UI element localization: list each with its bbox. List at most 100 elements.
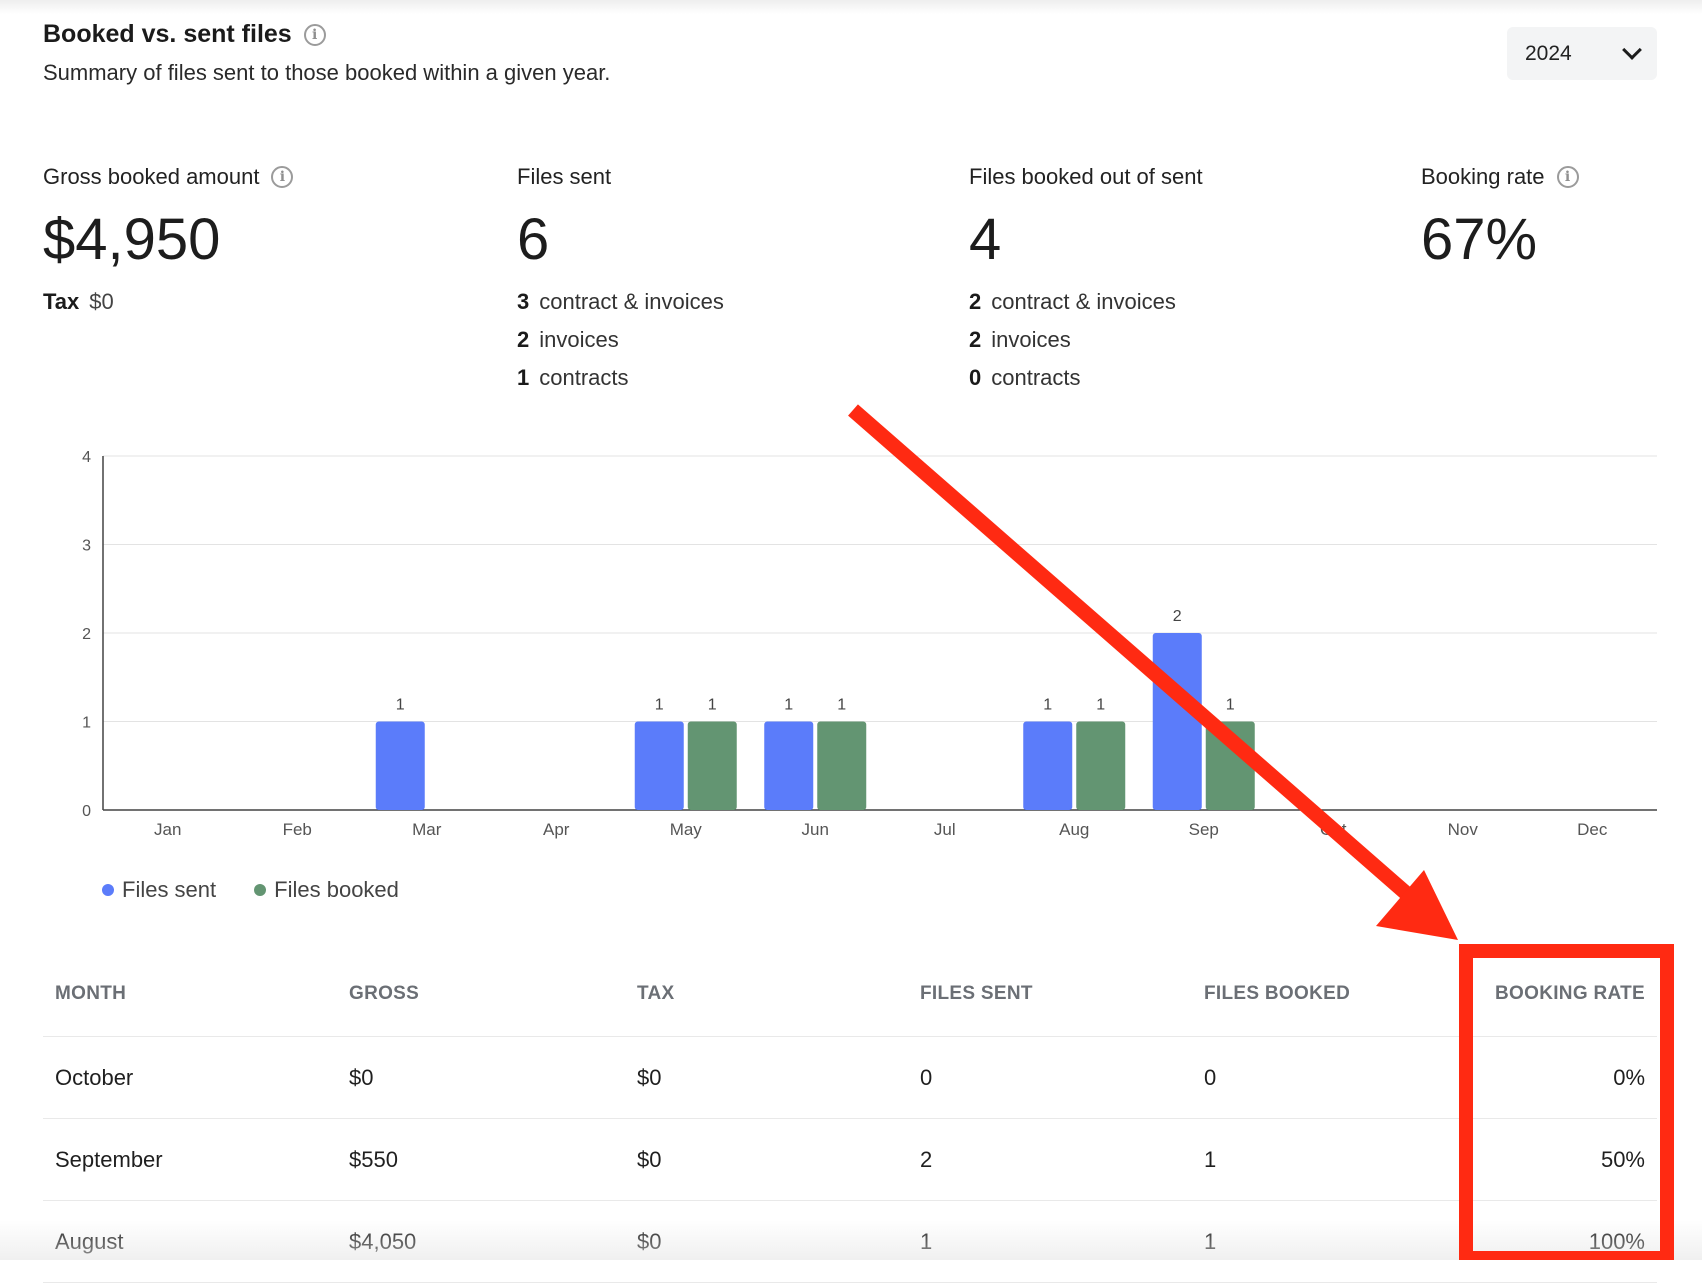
- x-tick-label: May: [670, 820, 703, 839]
- bar-files-sent: [1023, 721, 1073, 810]
- bar-files-sent: [764, 721, 814, 810]
- x-tick-label: Nov: [1448, 820, 1479, 839]
- header: Booked vs. sent files i: [43, 20, 326, 49]
- cell-month: September: [55, 1146, 163, 1172]
- column-header-files-booked[interactable]: FILES BOOKED: [1204, 983, 1351, 1004]
- stat-sent-label: Files sent: [517, 164, 612, 189]
- stat-gross-booked: Gross booked amount i $4,950 Tax $0: [43, 164, 294, 315]
- table-row: October $0 $0 0 0 0%: [43, 1037, 1657, 1119]
- page-title: Booked vs. sent files: [43, 20, 292, 48]
- y-tick-label: 4: [82, 449, 91, 466]
- x-tick-label: Mar: [412, 820, 442, 839]
- tax-value: $0: [89, 289, 114, 314]
- breakdown-item: 3 contract & invoices: [517, 289, 724, 314]
- breakdown-item: 0 contracts: [969, 365, 1081, 390]
- bar-files-booked: [817, 721, 867, 810]
- info-icon[interactable]: i: [271, 166, 294, 188]
- x-tick-label: Apr: [543, 820, 570, 839]
- stat-gross-value: $4,950: [43, 207, 221, 272]
- cell-files-sent: 1: [920, 1228, 933, 1254]
- bar-files-booked: [1205, 721, 1255, 810]
- y-tick-label: 1: [82, 715, 91, 732]
- info-icon[interactable]: i: [1556, 166, 1579, 188]
- year-select[interactable]: 2024: [1507, 27, 1657, 80]
- column-header-tax[interactable]: TAX: [637, 983, 675, 1004]
- column-header-month[interactable]: MONTH: [55, 983, 127, 1004]
- stat-booked-breakdown: 2 contract & invoices 2 invoices 0 contract…: [969, 289, 1203, 403]
- stat-files-booked: Files booked out of sent 4 2 contract & i…: [969, 164, 1203, 403]
- cell-month: October: [55, 1064, 134, 1090]
- cell-gross: $4,050: [349, 1228, 417, 1254]
- chart-legend: Files sent Files booked: [102, 877, 399, 903]
- stat-booked-value: 4: [969, 207, 1002, 272]
- x-tick-label: Sep: [1189, 820, 1219, 839]
- cell-booking-rate: 100%: [1588, 1228, 1645, 1254]
- cell-gross: $0: [349, 1064, 374, 1090]
- y-tick-label: 2: [82, 626, 91, 643]
- x-tick-label: Aug: [1059, 820, 1089, 839]
- x-tick-label: Jul: [934, 820, 956, 839]
- info-icon[interactable]: i: [303, 23, 326, 46]
- stat-booked-label: Files booked out of sent: [969, 164, 1203, 189]
- bar-files-sent: [1152, 633, 1202, 810]
- y-tick-label: 0: [82, 803, 91, 820]
- cell-files-booked: 1: [1204, 1228, 1217, 1254]
- cell-files-booked: 1: [1204, 1146, 1217, 1172]
- stat-booking-rate: Booking rate i 67%: [1421, 164, 1579, 272]
- cell-tax: $0: [637, 1064, 662, 1090]
- x-tick-label: Dec: [1577, 820, 1608, 839]
- cell-booking-rate: 50%: [1600, 1146, 1645, 1172]
- legend-item-files-booked[interactable]: Files booked: [254, 877, 399, 903]
- cell-booking-rate: 0%: [1613, 1064, 1645, 1090]
- data-label: 1: [655, 697, 664, 714]
- cell-files-booked: 0: [1204, 1064, 1217, 1090]
- x-tick-label: Jan: [154, 820, 181, 839]
- legend-swatch: [102, 884, 114, 896]
- bar-files-booked: [687, 721, 737, 810]
- year-select-value: 2024: [1525, 41, 1572, 65]
- bar-chart: 0 1 2 3 4 Jan Feb Mar 1 Apr May 1 1 Jun 1 1 Jul Aug 1 1 Sep 2…: [82, 449, 1657, 839]
- breakdown-item: 2 invoices: [517, 327, 619, 352]
- y-tick-label: 3: [82, 538, 91, 555]
- column-header-files-sent[interactable]: FILES SENT: [920, 983, 1033, 1004]
- cell-tax: $0: [637, 1228, 662, 1254]
- annotation-arrow-head: [1376, 870, 1458, 940]
- data-label: 1: [1096, 697, 1105, 714]
- data-label: 1: [1226, 697, 1235, 714]
- monthly-table: MONTH GROSS TAX FILES SENT FILES BOOKED …: [43, 952, 1657, 1283]
- table-row: August $4,050 $0 1 1 100%: [43, 1201, 1657, 1283]
- cell-tax: $0: [637, 1146, 662, 1172]
- tax-label: Tax: [43, 289, 80, 314]
- breakdown-item: 2 contract & invoices: [969, 289, 1176, 314]
- data-label: 1: [708, 697, 717, 714]
- table-row: September $550 $0 2 1 50%: [43, 1119, 1657, 1201]
- x-tick-label: Oct: [1320, 820, 1347, 839]
- data-label: 1: [1043, 697, 1052, 714]
- data-label: 1: [837, 697, 846, 714]
- x-tick-label: Jun: [802, 820, 829, 839]
- legend-label: Files booked: [274, 877, 399, 902]
- stat-sent-breakdown: 3 contract & invoices 2 invoices 1 contract…: [517, 289, 724, 403]
- stat-gross-tax: Tax $0: [43, 289, 293, 315]
- stat-files-sent: Files sent 6 3 contract & invoices 2 invoi…: [517, 164, 724, 403]
- legend-label: Files sent: [122, 877, 217, 902]
- breakdown-item: 2 invoices: [969, 327, 1071, 352]
- bar-files-sent: [375, 721, 425, 810]
- cell-files-sent: 2: [920, 1146, 933, 1172]
- page-subtitle: Summary of files sent to those booked wi…: [43, 60, 611, 85]
- stat-rate-value: 67%: [1421, 207, 1538, 272]
- x-tick-label: Feb: [283, 820, 312, 839]
- bar-files-sent: [634, 721, 684, 810]
- stat-sent-value: 6: [517, 207, 550, 272]
- cell-month: August: [55, 1228, 124, 1254]
- stat-gross-label: Gross booked amount: [43, 164, 260, 189]
- column-header-booking-rate[interactable]: BOOKING RATE: [1495, 983, 1645, 1004]
- breakdown-item: 1 contracts: [517, 365, 629, 390]
- column-header-gross[interactable]: GROSS: [349, 983, 420, 1004]
- legend-item-files-sent[interactable]: Files sent: [102, 877, 216, 903]
- bar-files-booked: [1076, 721, 1126, 810]
- chevron-down-icon: [1622, 40, 1642, 60]
- data-label: 1: [784, 697, 793, 714]
- table-header-row: MONTH GROSS TAX FILES SENT FILES BOOKED …: [43, 952, 1657, 1037]
- stat-rate-label: Booking rate: [1421, 164, 1545, 189]
